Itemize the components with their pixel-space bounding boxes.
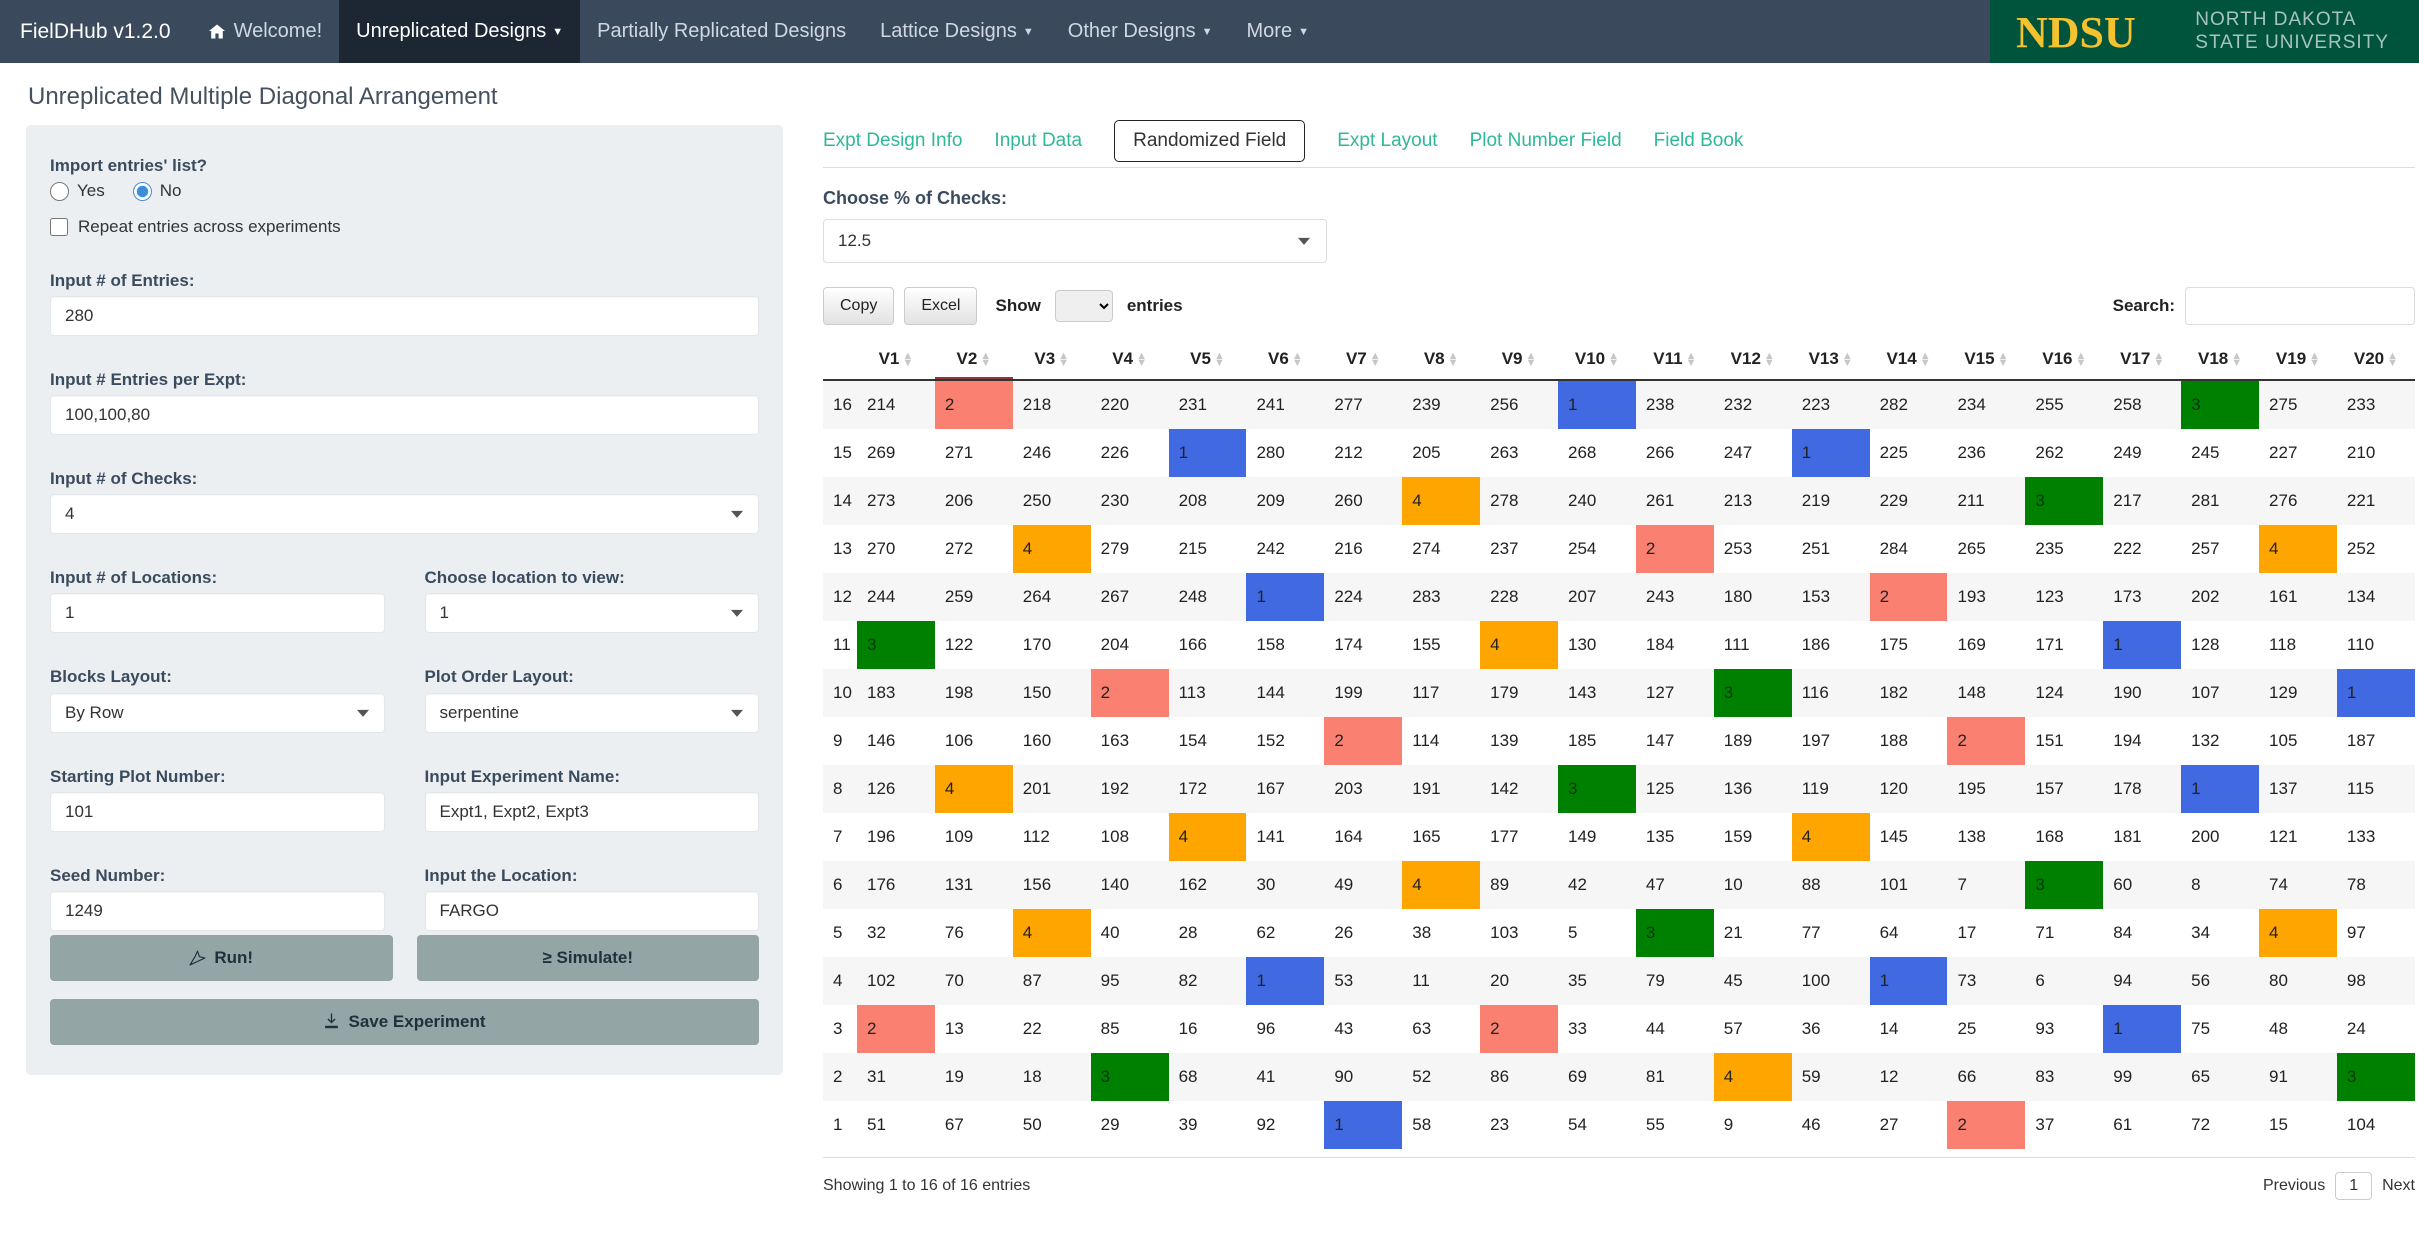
svg-text:NDSU: NDSU [2016,9,2136,55]
